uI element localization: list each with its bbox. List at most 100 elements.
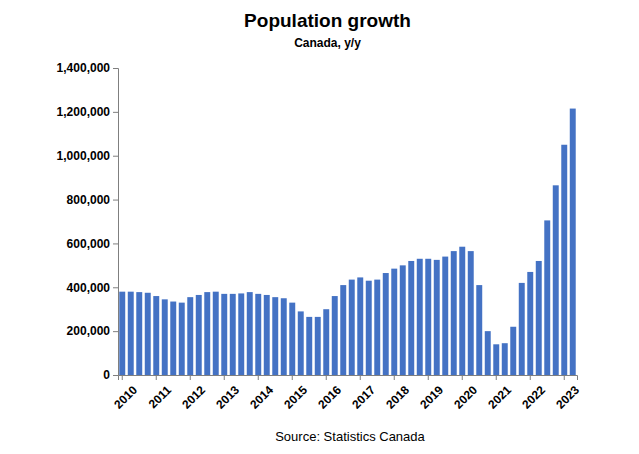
- bar: [493, 344, 499, 375]
- x-tick-label: 2020: [451, 383, 480, 412]
- bar: [323, 309, 329, 375]
- bar: [502, 343, 508, 375]
- bar: [425, 259, 431, 375]
- x-tick-mark: [292, 375, 293, 380]
- y-tick-mark: [113, 200, 118, 201]
- y-tick-label: 1,400,000: [57, 61, 111, 75]
- bar: [553, 185, 559, 375]
- y-tick: 600,000: [67, 237, 118, 251]
- bar: [400, 265, 406, 375]
- x-tick: 2012: [179, 375, 208, 412]
- x-tick-label: 2015: [281, 383, 310, 412]
- bar: [289, 303, 295, 375]
- bar: [247, 292, 253, 375]
- bar: [204, 292, 210, 375]
- bar: [459, 247, 465, 375]
- plot: 0 200,000 400,000 600,000 800,000 1,000,000 1,…: [57, 61, 583, 411]
- y-tick-mark: [113, 243, 118, 244]
- bar: [349, 280, 355, 375]
- x-tick: 2014: [247, 375, 276, 412]
- bar: [417, 259, 423, 375]
- bar: [332, 296, 338, 375]
- y-tick-label: 0: [103, 368, 110, 382]
- bar: [264, 295, 270, 375]
- bar: [162, 299, 168, 375]
- bar: [510, 327, 516, 375]
- x-tick-mark: [394, 375, 395, 380]
- y-tick-mark: [113, 287, 118, 288]
- bar: [544, 220, 550, 375]
- y-tick: 1,200,000: [57, 105, 118, 119]
- y-tick-mark: [113, 156, 118, 157]
- y-tick-label: 600,000: [67, 237, 111, 251]
- bar: [145, 293, 151, 375]
- bar: [527, 272, 533, 375]
- y-tick-label: 1,200,000: [57, 105, 111, 119]
- y-tick-label: 200,000: [67, 324, 111, 338]
- x-tick: 2019: [417, 375, 446, 412]
- x-tick: 2010: [111, 375, 140, 412]
- source-note: Source: Statistics Canada: [275, 429, 425, 444]
- bar: [119, 292, 125, 375]
- bar: [476, 285, 482, 375]
- x-tick-label: 2022: [519, 383, 548, 412]
- bar: [366, 281, 372, 375]
- title: Population growth: [244, 10, 411, 31]
- x-tick-mark: [326, 375, 327, 380]
- y-tick: 800,000: [67, 193, 118, 207]
- bar: [434, 260, 440, 375]
- x-axis-line: [119, 376, 578, 381]
- bar: [187, 297, 193, 375]
- x-tick: 2018: [383, 375, 412, 412]
- subtitle: Canada, y/y: [294, 36, 361, 50]
- bar: [196, 295, 202, 375]
- x-tick-mark: [360, 375, 361, 380]
- y-tick-mark: [113, 375, 118, 376]
- x-tick: 2020: [451, 375, 480, 412]
- bar: [570, 109, 576, 375]
- y-tick: 1,000,000: [57, 149, 118, 163]
- bar: [408, 261, 414, 375]
- bar: [213, 292, 219, 375]
- bar: [315, 317, 321, 375]
- bar: [128, 292, 134, 375]
- x-tick-mark: [190, 375, 191, 380]
- y-tick-label: 1,000,000: [57, 149, 111, 163]
- y-tick: 0: [103, 368, 118, 382]
- x-axis: 2010201120122013201420152016201720182019…: [111, 375, 582, 412]
- x-tick-mark: [496, 375, 497, 380]
- x-tick-mark: [462, 375, 463, 380]
- y-tick: 200,000: [67, 324, 118, 338]
- chart: Population growth Canada, y/y Source: Stat…: [0, 0, 639, 454]
- bar: [451, 251, 457, 375]
- x-tick-label: 2019: [417, 383, 446, 412]
- bar: [391, 269, 397, 375]
- x-tick: 2017: [349, 375, 378, 412]
- x-tick-mark: [258, 375, 259, 380]
- y-tick-label: 400,000: [67, 281, 111, 295]
- bar: [383, 273, 389, 375]
- bar: [340, 285, 346, 375]
- bar: [468, 251, 474, 375]
- x-tick-label: 2014: [247, 383, 276, 412]
- y-tick-mark: [113, 331, 118, 332]
- bar: [136, 292, 142, 375]
- bar: [179, 303, 185, 375]
- bar: [221, 294, 227, 375]
- bar: [272, 297, 278, 375]
- x-tick: 2015: [281, 375, 310, 412]
- bar: [536, 261, 542, 375]
- x-tick-label: 2018: [383, 383, 412, 412]
- bar: [281, 298, 287, 375]
- x-tick: 2016: [315, 375, 344, 412]
- bar: [298, 311, 304, 375]
- bars: [119, 109, 575, 375]
- y-axis-line: [113, 69, 119, 376]
- x-tick-label: 2016: [315, 383, 344, 412]
- y-tick-mark: [113, 68, 118, 69]
- x-tick-label: 2012: [179, 383, 208, 412]
- bar: [357, 277, 363, 375]
- bar: [170, 302, 176, 375]
- x-tick-label: 2017: [349, 383, 378, 412]
- x-tick-mark: [156, 375, 157, 380]
